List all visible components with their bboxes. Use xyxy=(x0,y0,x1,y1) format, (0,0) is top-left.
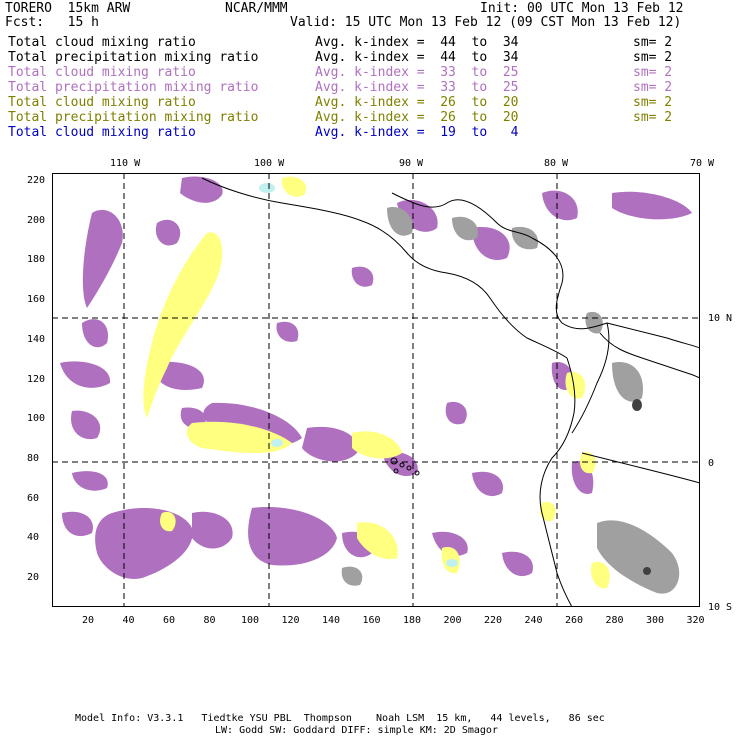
lon-label-90w: 90 W xyxy=(399,158,424,169)
legend-kindex: Avg. k-index = 26 to 20 xyxy=(315,110,519,125)
y-tick-label: 200 xyxy=(27,214,46,226)
footer-model-info: Model Info: V3.3.1 Tiedtke YSU PBL Thomp… xyxy=(75,713,605,724)
legend-kindex: Avg. k-index = 33 to 25 xyxy=(315,80,519,95)
x-tick-label: 280 xyxy=(605,615,624,626)
lon-label-110w: 110 W xyxy=(110,158,141,169)
lat-lon-grid xyxy=(52,173,700,607)
y-tick-label: 120 xyxy=(27,373,46,385)
galapagos-islands xyxy=(390,457,420,476)
legend-smoothing: sm= 2 xyxy=(633,65,673,80)
x-tick-label: 140 xyxy=(322,615,341,626)
lon-label-70w: 70 W xyxy=(690,158,715,169)
x-tick-label: 220 xyxy=(484,615,503,626)
y-tick-label: 20 xyxy=(27,572,40,583)
forecast-hour: Fcst: 15 h xyxy=(5,15,99,30)
lon-label-100w: 100 W xyxy=(254,158,285,169)
init-time: Init: 00 UTC Mon 13 Feb 12 xyxy=(480,1,684,16)
valid-time: Valid: 15 UTC Mon 13 Feb 12 (09 CST Mon … xyxy=(290,15,682,30)
x-tick-label: 120 xyxy=(281,615,300,626)
x-tick-label: 180 xyxy=(403,615,422,626)
y-tick-label: 140 xyxy=(27,333,46,345)
x-tick-label: 300 xyxy=(646,615,665,626)
y-tick-label: 80 xyxy=(27,452,40,464)
legend-smoothing: sm= 2 xyxy=(633,35,673,50)
coastlines xyxy=(201,177,700,607)
dark-gray-cloud-core xyxy=(632,399,651,575)
y-tick-label: 40 xyxy=(27,532,40,544)
model-title: TORERO 15km ARW xyxy=(5,1,131,16)
legend-field: Total cloud mixing ratio xyxy=(8,35,196,50)
legend-kindex: Avg. k-index = 26 to 20 xyxy=(315,95,519,110)
y-tick-label: 60 xyxy=(27,492,40,504)
legend-field: Total cloud mixing ratio xyxy=(8,95,196,110)
legend-kindex: Avg. k-index = 44 to 34 xyxy=(315,50,519,65)
org-label: NCAR/MMM xyxy=(225,1,288,16)
y-tick-label: 100 xyxy=(27,413,46,425)
x-tick-label: 40 xyxy=(122,615,135,626)
x-tick-label: 240 xyxy=(524,615,543,626)
legend-smoothing: sm= 2 xyxy=(633,80,673,95)
map-border xyxy=(52,173,700,607)
legend-kindex: Avg. k-index = 33 to 25 xyxy=(315,65,519,80)
cyan-cloud-areas xyxy=(259,183,458,567)
legend-smoothing: sm= 2 xyxy=(633,50,673,65)
x-tick-label: 320 xyxy=(686,615,705,626)
lat-label-10n: 10 N xyxy=(708,313,733,324)
y-tick-label: 220 xyxy=(27,175,46,186)
legend-smoothing: sm= 2 xyxy=(633,95,673,110)
yellow-cloud-areas xyxy=(143,176,610,589)
x-tick-label: 200 xyxy=(443,615,462,626)
legend-field: Total cloud mixing ratio xyxy=(8,65,196,80)
lat-label-10s: 10 S xyxy=(708,602,733,613)
x-tick-label: 60 xyxy=(163,615,176,626)
legend-field: Total cloud mixing ratio xyxy=(8,125,196,140)
x-tick-label: 100 xyxy=(241,615,260,626)
y-tick-label: 160 xyxy=(27,294,46,306)
footer-physics-info: LW: Godd SW: Goddard DIFF: simple KM: 2D… xyxy=(215,725,498,736)
legend-field: Total precipitation mixing ratio xyxy=(8,50,259,65)
lon-label-80w: 80 W xyxy=(544,158,569,169)
legend-kindex: Avg. k-index = 19 to 4 xyxy=(315,125,519,140)
legend-kindex: Avg. k-index = 44 to 34 xyxy=(315,35,519,50)
x-tick-label: 160 xyxy=(362,615,381,626)
gray-cloud-areas xyxy=(341,207,680,594)
forecast-map xyxy=(52,173,700,607)
x-tick-label: 260 xyxy=(565,615,584,626)
legend-field: Total precipitation mixing ratio xyxy=(8,110,259,125)
x-tick-label: 20 xyxy=(82,615,95,626)
x-tick-label: 80 xyxy=(203,615,216,626)
lat-label-0: 0 xyxy=(708,458,715,469)
legend-smoothing: sm= 2 xyxy=(633,110,673,125)
legend-field: Total precipitation mixing ratio xyxy=(8,80,259,95)
y-tick-label: 180 xyxy=(27,254,46,266)
